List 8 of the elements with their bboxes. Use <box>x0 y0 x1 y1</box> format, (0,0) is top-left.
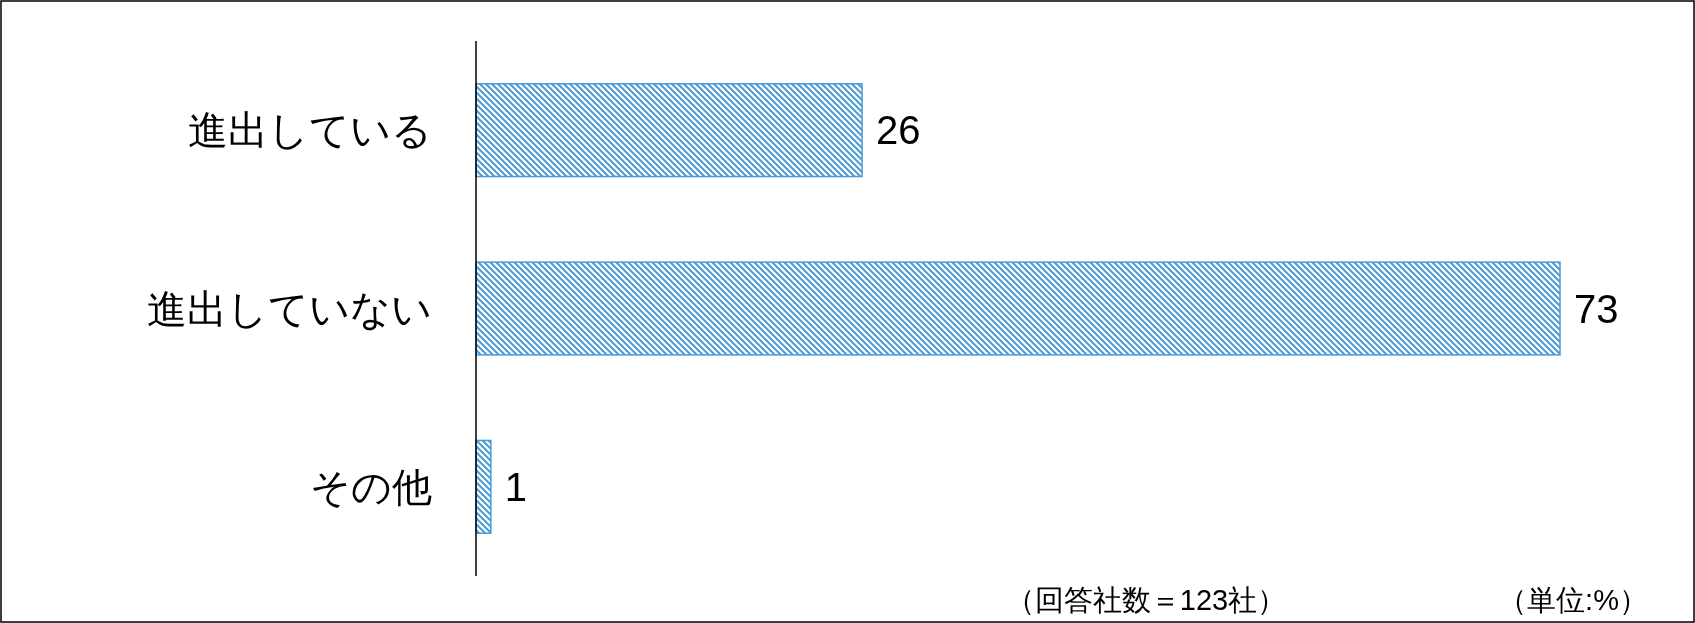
text: （単位:%） <box>1498 584 1648 616</box>
data-label: 73 <box>1574 286 1619 331</box>
data-label: 1 <box>504 464 528 509</box>
data-label: 26 <box>876 108 921 153</box>
y-tick-label: その他 <box>310 464 432 509</box>
text: （回答社数＝123社） <box>1005 584 1287 616</box>
y-tick-label: 進出している <box>188 108 432 153</box>
y-tick-label: 進出していない <box>147 286 432 331</box>
